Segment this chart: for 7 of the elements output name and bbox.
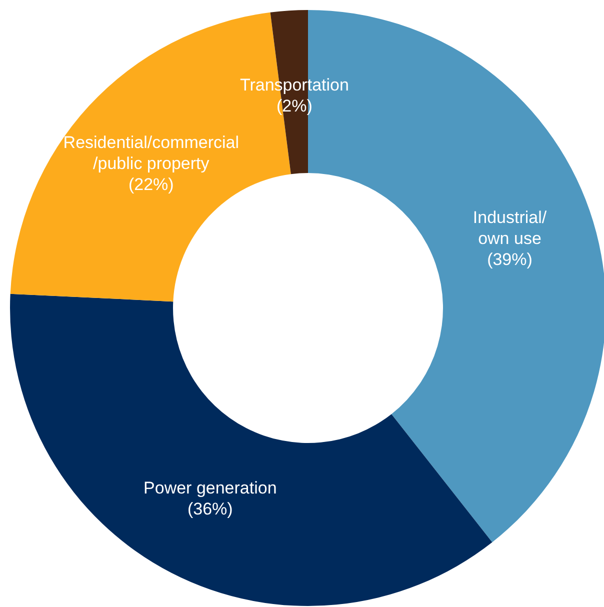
slice-label: Transportation [240, 74, 349, 94]
slice-label: Industrial/ own use [472, 208, 547, 248]
data-label: (36%) [187, 498, 233, 518]
data-label: (39%) [487, 250, 532, 269]
slice-label: Residential/commercial /public property [63, 132, 240, 173]
data-label: (22%) [128, 174, 174, 194]
slice-label: Power generation [144, 478, 277, 497]
